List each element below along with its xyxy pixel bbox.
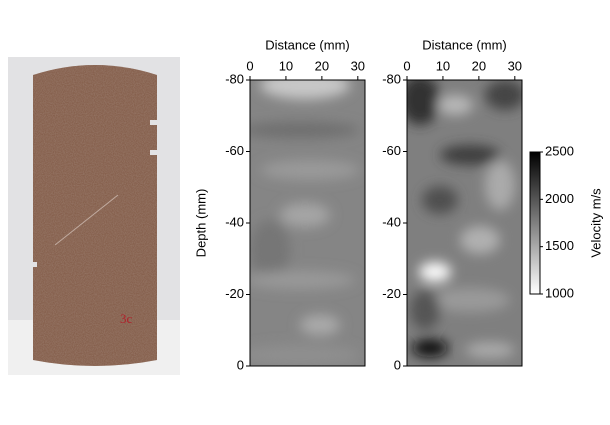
colorbar <box>529 151 541 295</box>
y-tick-label: -60 <box>382 143 401 158</box>
colorbar-tick-label: 2000 <box>545 191 574 206</box>
x-tick-label: 0 <box>246 58 253 73</box>
x-axis-title: Distance (mm) <box>265 37 350 52</box>
y-tick-label: -20 <box>382 286 401 301</box>
tomogram-image <box>250 80 365 366</box>
y-tick-label: -20 <box>225 286 244 301</box>
y-tick-label: -80 <box>382 71 401 86</box>
y-tick-label: 0 <box>394 357 401 372</box>
x-tick-label: 30 <box>508 58 522 73</box>
y-tick-label: -40 <box>382 214 401 229</box>
x-tick-label: 30 <box>351 58 365 73</box>
y-axis-title: Depth (mm) <box>193 189 208 258</box>
x-tick-label: 20 <box>472 58 486 73</box>
sample-label: 3c <box>120 311 133 326</box>
x-tick-label: 10 <box>279 58 293 73</box>
x-axis-title: Distance (mm) <box>422 37 507 52</box>
colorbar-tick-label: 1500 <box>545 238 574 253</box>
y-tick-label: 0 <box>237 357 244 372</box>
x-tick-label: 20 <box>315 58 329 73</box>
y-tick-label: -80 <box>225 71 244 86</box>
colorbar-tick-label: 1000 <box>545 285 574 300</box>
photo: 3c <box>8 57 180 375</box>
x-tick-label: 0 <box>403 58 410 73</box>
colorbar-title: Velocity m/s <box>588 188 603 258</box>
colorbar-tick-label: 2500 <box>545 143 574 158</box>
tomogram-image <box>407 80 522 366</box>
y-tick-label: -40 <box>225 214 244 229</box>
y-tick-label: -60 <box>225 143 244 158</box>
x-tick-label: 10 <box>436 58 450 73</box>
